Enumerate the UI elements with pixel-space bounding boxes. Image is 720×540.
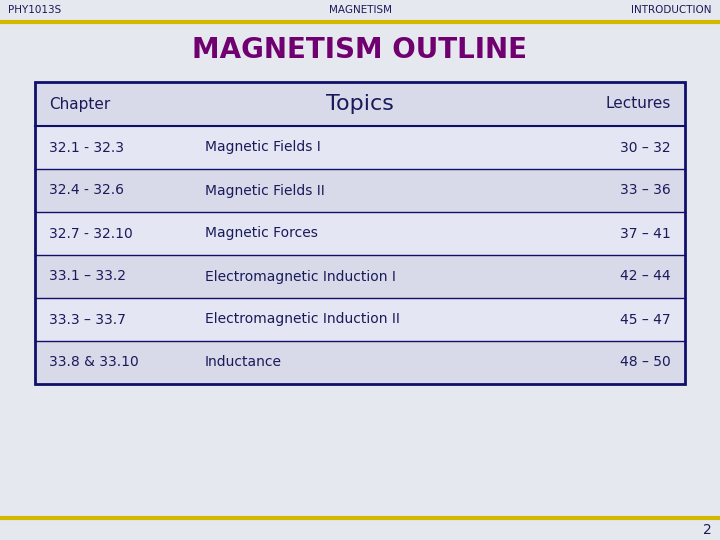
Text: Chapter: Chapter	[49, 97, 110, 111]
Text: Inductance: Inductance	[205, 355, 282, 369]
Bar	[35, 212, 685, 255]
Text: 48 – 50: 48 – 50	[620, 355, 671, 369]
Text: Lectures: Lectures	[606, 97, 671, 111]
Bar	[35, 255, 685, 298]
Text: 32.1 - 32.3: 32.1 - 32.3	[49, 140, 124, 154]
Bar	[35, 298, 685, 341]
Text: 33.8 & 33.10: 33.8 & 33.10	[49, 355, 139, 369]
Bar	[35, 82, 685, 384]
Text: 30 – 32: 30 – 32	[621, 140, 671, 154]
Text: Magnetic Fields I: Magnetic Fields I	[205, 140, 320, 154]
Text: 32.4 - 32.6: 32.4 - 32.6	[49, 184, 124, 198]
Text: 2: 2	[703, 523, 712, 537]
Text: Magnetic Forces: Magnetic Forces	[205, 226, 318, 240]
Bar	[35, 341, 685, 384]
Text: Magnetic Fields II: Magnetic Fields II	[205, 184, 325, 198]
Text: 33 – 36: 33 – 36	[620, 184, 671, 198]
Bar	[35, 169, 685, 212]
Text: MAGNETISM OUTLINE: MAGNETISM OUTLINE	[192, 36, 528, 64]
Text: MAGNETISM: MAGNETISM	[328, 5, 392, 15]
Bar	[35, 82, 685, 126]
Text: INTRODUCTION: INTRODUCTION	[631, 5, 712, 15]
Text: 42 – 44: 42 – 44	[621, 269, 671, 284]
Text: 33.3 – 33.7: 33.3 – 33.7	[49, 313, 126, 327]
Text: Topics: Topics	[326, 94, 394, 114]
Text: 45 – 47: 45 – 47	[621, 313, 671, 327]
Text: 33.1 – 33.2: 33.1 – 33.2	[49, 269, 126, 284]
Bar	[35, 126, 685, 169]
Text: PHY1013S: PHY1013S	[8, 5, 61, 15]
Text: 37 – 41: 37 – 41	[620, 226, 671, 240]
Text: 32.7 - 32.10: 32.7 - 32.10	[49, 226, 132, 240]
Text: Electromagnetic Induction I: Electromagnetic Induction I	[205, 269, 396, 284]
Text: Electromagnetic Induction II: Electromagnetic Induction II	[205, 313, 400, 327]
